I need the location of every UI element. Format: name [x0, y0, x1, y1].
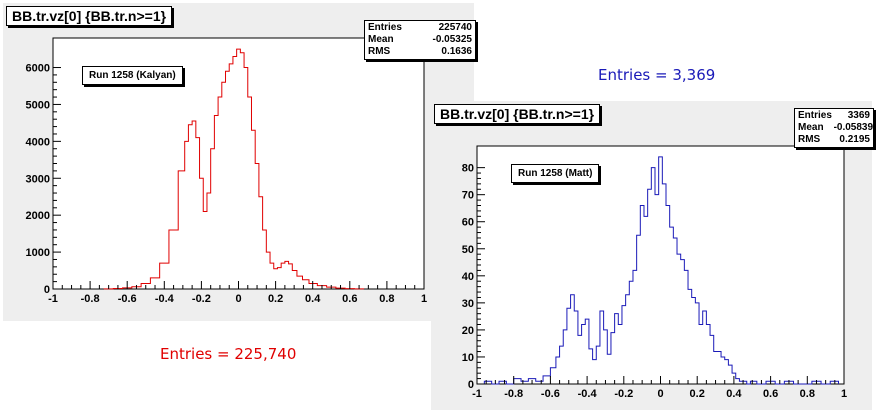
stats-value: -0.05839 — [833, 122, 874, 133]
stats-value: 0.2195 — [839, 134, 870, 145]
y-tick-label: 6000 — [26, 63, 50, 75]
stats-value: -0.05325 — [432, 34, 472, 45]
x-tick-label: -0.6 — [541, 388, 560, 400]
stats-value: 0.1636 — [441, 46, 472, 57]
x-tick-label: 0 — [657, 388, 663, 400]
y-tick-label: 80 — [462, 163, 474, 175]
x-tick-label: 0.4 — [726, 388, 742, 400]
histogram-canvas-matt: -1 -0.8 -0.6 -0.4 -0.2 0 0.2 0.4 0.6 0.8 1 0 10 20 30 4… — [431, 101, 874, 410]
legend-box: Run 1258 (Matt) — [511, 164, 600, 183]
stats-row: RMS 0.2195 — [798, 134, 870, 146]
x-tick-label: 0.6 — [342, 293, 357, 305]
stats-label: Entries — [368, 22, 402, 33]
entries-annotation-red: Entries = 225,740 — [160, 345, 297, 363]
y-tick-label: 4000 — [26, 136, 50, 148]
stats-row: RMS 0.1636 — [368, 46, 472, 58]
x-tick-label: 0.6 — [763, 388, 778, 400]
x-tick-label: -0.6 — [118, 293, 137, 305]
y-tick-label: 70 — [462, 190, 474, 202]
x-tick-label: -0.2 — [614, 388, 633, 400]
x-tick-label: 0.8 — [379, 293, 394, 305]
y-tick-label: 0 — [468, 379, 474, 391]
x-tick-label: -0.4 — [155, 293, 175, 305]
x-tick-label: 0.2 — [268, 293, 283, 305]
x-tick-label: 0.2 — [690, 388, 705, 400]
histogram-canvas-kalyan: -1 -0.8 -0.6 -0.4 -0.2 0 0.2 0.4 0.6 0.8 1 0 1000 200… — [3, 3, 476, 321]
stats-box: Entries 225740 Mean -0.05325 RMS 0.1636 — [364, 20, 476, 60]
chart-title: BB.tr.vz[0] {BB.tr.n>=1} — [434, 104, 601, 124]
x-tick-label: -0.4 — [578, 388, 598, 400]
stats-value: 3369 — [847, 110, 870, 121]
stats-label: Mean — [798, 122, 824, 133]
x-tick-label: 1 — [421, 293, 427, 305]
stats-row: Entries 3369 — [798, 110, 870, 122]
y-tick-label: 1000 — [26, 247, 50, 259]
stats-row: Entries 225740 — [368, 22, 472, 34]
x-tick-label: 1 — [841, 388, 847, 400]
x-tick-label: 0 — [235, 293, 241, 305]
stats-label: Entries — [798, 110, 832, 121]
x-tick-label: -1 — [472, 388, 482, 400]
x-tick-label: 0.8 — [800, 388, 815, 400]
stats-label: RMS — [368, 46, 391, 57]
y-tick-label: 40 — [462, 271, 474, 283]
plot-frame — [476, 145, 845, 385]
y-tick-label: 5000 — [26, 99, 50, 111]
histogram-plot-matt: -1 -0.8 -0.6 -0.4 -0.2 0 0.2 0.4 0.6 0.8 101020304… — [462, 145, 847, 400]
x-tick-label: -0.8 — [81, 293, 100, 305]
x-tick-label: -0.2 — [192, 293, 211, 305]
y-tick-label: 20 — [462, 325, 474, 337]
y-tick-label: 60 — [462, 217, 474, 229]
entries-annotation-blue: Entries = 3,369 — [598, 66, 716, 84]
x-tick-label: 0.4 — [305, 293, 321, 305]
stats-label: Mean — [368, 34, 394, 45]
legend-box: Run 1258 (Kalyan) — [82, 66, 183, 85]
stats-label: RMS — [798, 134, 821, 145]
y-tick-label: 3000 — [26, 173, 50, 185]
y-tick-label: 2000 — [26, 210, 50, 222]
chart-title: BB.tr.vz[0] {BB.tr.n>=1} — [6, 6, 173, 26]
y-tick-label: 10 — [462, 352, 474, 364]
stats-value: 225740 — [438, 22, 472, 33]
stats-row: Mean -0.05839 — [798, 122, 874, 134]
x-tick-label: -0.8 — [504, 388, 523, 400]
y-tick-label: 30 — [462, 298, 474, 310]
y-tick-label: 0 — [44, 284, 50, 296]
y-tick-label: 50 — [462, 244, 474, 256]
x-tick-label: -1 — [48, 293, 58, 305]
stats-row: Mean -0.05325 — [368, 34, 472, 46]
histogram-line — [477, 156, 839, 385]
histogram-line — [103, 48, 365, 290]
stats-box: Entries 3369 Mean -0.05839 RMS 0.2195 — [794, 108, 874, 148]
